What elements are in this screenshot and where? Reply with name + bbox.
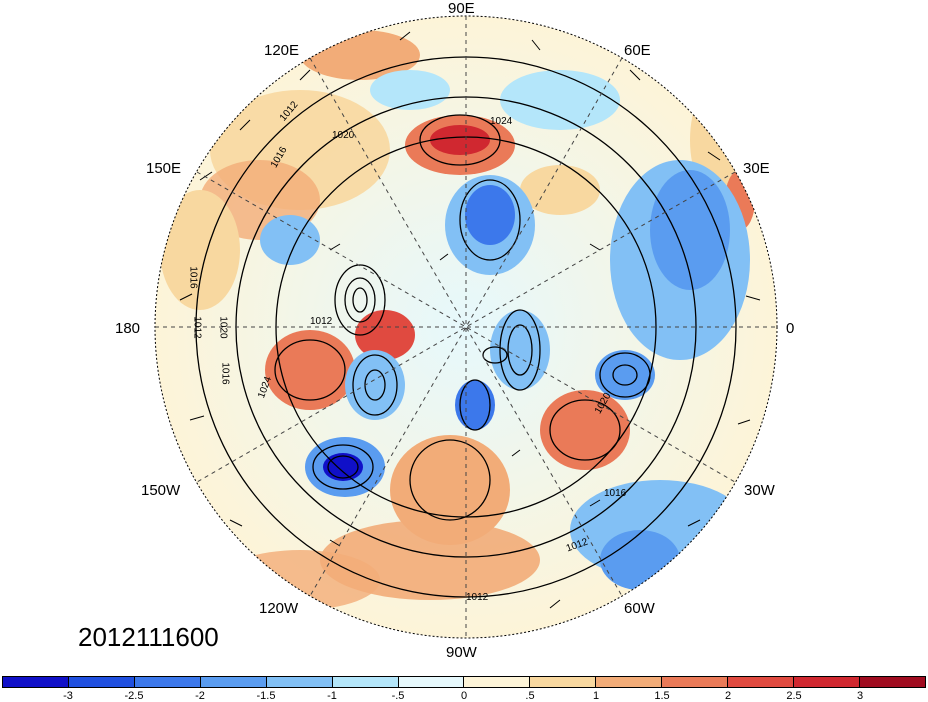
lon-label-60w: 60W	[624, 600, 655, 617]
colorbar-segment	[662, 677, 729, 687]
contour-label: 1012	[466, 592, 489, 603]
lon-label-30w: 30W	[744, 482, 775, 499]
colorbar-segment	[266, 677, 333, 687]
lon-label-90e: 90E	[448, 0, 475, 17]
colorbar-segment	[3, 677, 69, 687]
colorbar-tick-label: -1.5	[256, 690, 276, 702]
lon-label-90w: 90W	[446, 644, 477, 661]
contour-label: 1012	[310, 316, 333, 327]
colorbar-tick-label: 1	[592, 690, 600, 702]
colorbar	[2, 676, 926, 688]
colorbar-tick-label: 1.5	[654, 690, 670, 702]
lon-label-150e: 150E	[146, 160, 182, 177]
lon-label-30e: 30E	[743, 160, 770, 177]
polar-map	[154, 15, 778, 639]
colorbar-segment	[68, 677, 135, 687]
colorbar-tick-label: -.5	[391, 690, 405, 702]
colorbar-segment	[398, 677, 465, 687]
colorbar-tick-label: 3	[856, 690, 864, 702]
colorbar-segment	[596, 677, 663, 687]
contour-label: 1012	[191, 316, 203, 339]
lon-label-120w: 120W	[259, 600, 299, 617]
colorbar-tick-label: -2	[195, 690, 205, 702]
colorbar-segment	[332, 677, 399, 687]
lon-label-60e: 60E	[624, 42, 651, 59]
timestamp-label: 2012111600	[78, 622, 219, 652]
lon-label-120e: 120E	[264, 42, 300, 59]
lon-label-0: 0	[786, 320, 795, 337]
colorbar-tick-label: -1	[327, 690, 337, 702]
colorbar-segment	[530, 677, 597, 687]
colorbar-tick-label: 2	[724, 690, 732, 702]
contour-label: 1020	[332, 130, 355, 141]
colorbar-tick-label: .5	[525, 690, 535, 702]
contour-label: 1024	[490, 116, 513, 127]
colorbar-segment	[200, 677, 267, 687]
colorbar-tick-label: -3	[63, 690, 73, 702]
contour-label: 1016	[219, 362, 231, 385]
wind-barbs	[179, 31, 761, 609]
colorbar-tick-label: 0	[460, 690, 468, 702]
lon-label-150w: 150W	[141, 482, 181, 499]
colorbar-tick-label: -2.5	[124, 690, 144, 702]
colorbar-segment	[794, 677, 860, 687]
colorbar-segment	[134, 677, 201, 687]
contour-label: 1016	[604, 488, 627, 499]
colorbar-segment	[859, 677, 925, 687]
colorbar-segment	[728, 677, 795, 687]
lon-label-180: 180	[115, 320, 141, 337]
colorbar-tick-label: 2.5	[786, 690, 802, 702]
colorbar-segment	[464, 677, 531, 687]
contour-label: 1020	[217, 316, 229, 339]
contour-label: 1016	[187, 266, 199, 289]
